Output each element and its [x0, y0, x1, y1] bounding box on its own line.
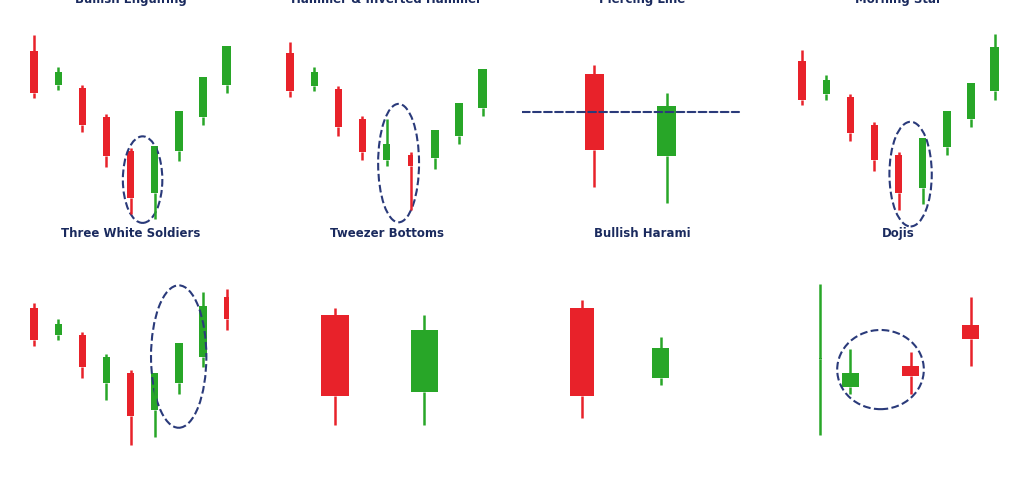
Bar [151, 373, 159, 411]
Bar [199, 77, 207, 117]
Bar [657, 106, 676, 156]
Bar [151, 146, 159, 193]
Bar [102, 117, 111, 156]
Bar [358, 119, 367, 152]
Bar [902, 366, 919, 376]
Bar [585, 74, 604, 150]
Bar [652, 348, 669, 377]
Text: Bullish Engulfing: Bullish Engulfing [75, 0, 186, 6]
Bar [175, 343, 182, 383]
Text: Morning Star: Morning Star [855, 0, 942, 6]
Bar [175, 112, 182, 151]
Bar [224, 297, 229, 319]
Bar [823, 80, 829, 94]
Bar [842, 373, 859, 387]
Bar [570, 308, 594, 396]
Bar [127, 151, 134, 198]
Bar [990, 47, 999, 91]
Bar [322, 315, 349, 396]
Bar [31, 308, 38, 341]
Bar [870, 125, 879, 160]
Bar [55, 72, 61, 85]
Text: Three White Soldiers: Three White Soldiers [60, 227, 201, 240]
Bar [383, 144, 390, 160]
Text: Piercing Line: Piercing Line [599, 0, 686, 6]
Bar [895, 155, 902, 194]
Bar [819, 358, 822, 359]
Bar [967, 83, 975, 119]
Bar [408, 155, 414, 166]
Bar [943, 111, 950, 147]
Bar [919, 138, 927, 188]
Text: Bullish Harami: Bullish Harami [594, 227, 691, 240]
Bar [335, 89, 342, 127]
Bar [199, 306, 207, 356]
Bar [31, 51, 38, 93]
Bar [311, 72, 317, 86]
Bar [963, 325, 979, 339]
Bar [287, 53, 294, 91]
Text: Dojis: Dojis [883, 227, 914, 240]
Bar [799, 61, 806, 100]
Bar [127, 373, 134, 416]
Bar [478, 69, 487, 108]
Bar [103, 356, 110, 383]
Bar [79, 88, 86, 125]
Bar [431, 130, 438, 158]
Bar [79, 335, 86, 367]
Bar [222, 46, 231, 85]
Bar [455, 103, 463, 136]
Bar [411, 330, 438, 392]
Bar [847, 97, 854, 133]
Text: Tweezer Bottoms: Tweezer Bottoms [330, 227, 443, 240]
Text: Hammer & Inverted Hammer: Hammer & Inverted Hammer [291, 0, 482, 6]
Bar [55, 324, 61, 335]
